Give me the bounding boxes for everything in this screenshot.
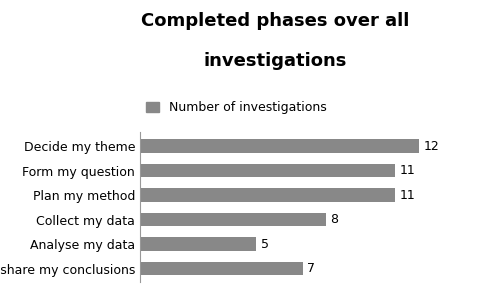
Bar: [140, 164, 396, 177]
Text: 7: 7: [307, 262, 315, 275]
Text: investigations: investigations: [204, 52, 346, 70]
Text: 11: 11: [400, 164, 415, 177]
Bar: [140, 262, 302, 275]
Text: 5: 5: [260, 238, 268, 251]
Text: 12: 12: [423, 139, 439, 153]
Bar: [140, 188, 396, 202]
Text: Completed phases over all: Completed phases over all: [141, 12, 409, 30]
Legend: Number of investigations: Number of investigations: [146, 101, 326, 114]
Text: 11: 11: [400, 189, 415, 202]
Text: 8: 8: [330, 213, 338, 226]
Bar: [140, 139, 418, 153]
Bar: [140, 213, 326, 226]
Bar: [140, 237, 256, 251]
